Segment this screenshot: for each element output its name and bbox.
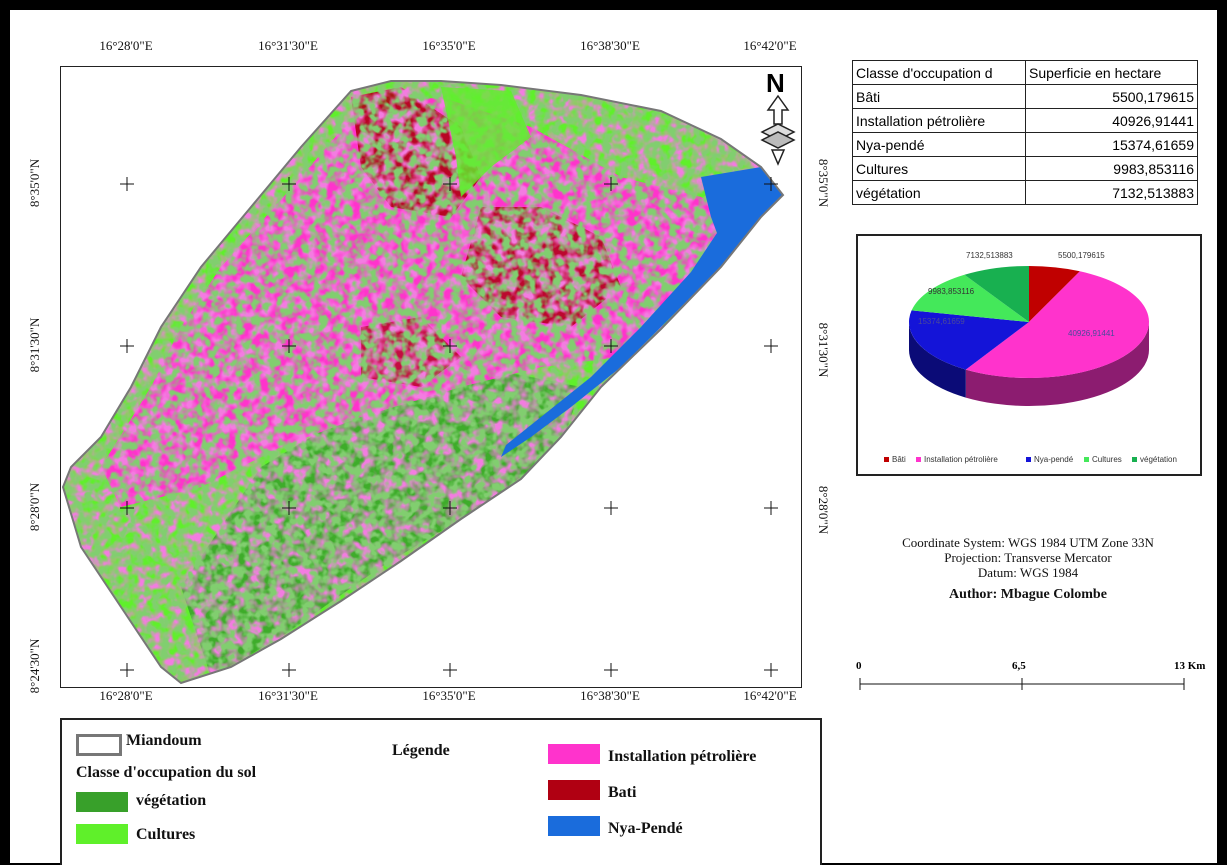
area-table: Classe d'occupation d Superficie en hect… xyxy=(852,60,1198,205)
top-coord-label-1: 16°28'0"E xyxy=(99,38,153,53)
table-cell-area: 9983,853116 xyxy=(1025,156,1198,181)
table-row: végétation 7132,513883 xyxy=(852,180,1198,205)
legend-vegetation-label: végétation xyxy=(136,792,207,809)
pie-data-label: 7132,513883 xyxy=(966,251,1013,260)
table-cell-area: 5500,179615 xyxy=(1025,84,1198,109)
pie-slice-cultures xyxy=(911,274,1029,322)
pie-slice-v-g-tation xyxy=(964,266,1029,322)
bottom-coord-label-3: 16°35'0"E xyxy=(422,688,476,703)
table-header-class: Classe d'occupation d xyxy=(852,60,1026,85)
legend-title: Légende xyxy=(392,742,450,759)
table-cell-class: Bâti xyxy=(852,84,1026,109)
table-cell-class: Nya-pendé xyxy=(852,132,1026,157)
legend-swatch-bati xyxy=(548,780,600,800)
nya-pende-wide xyxy=(701,167,783,257)
table-row: Installation pétrolière 40926,91441 xyxy=(852,108,1198,133)
left-coord-label-2: 8°31'30"N xyxy=(27,317,42,373)
legend-cultures-label: Cultures xyxy=(136,826,196,843)
pie-legend-label: Bâti xyxy=(892,455,906,464)
top-coord-label-2: 16°31'30"E xyxy=(258,38,318,53)
crs-line: Coordinate System: WGS 1984 UTM Zone 33N xyxy=(902,535,1154,550)
pie-legend-label: végétation xyxy=(1140,455,1177,464)
pie-chart: 5500,179615 40926,91441 15374,61659 9983,85… xyxy=(909,251,1149,406)
right-coord-label-3: 8°28'0"N xyxy=(816,485,831,535)
pie-data-label: 40926,91441 xyxy=(1068,329,1115,338)
pie-legend-label: Cultures xyxy=(1092,455,1122,464)
top-coord-label-4: 16°38'30"E xyxy=(580,38,640,53)
north-letter: N xyxy=(766,68,785,98)
table-cell-area: 15374,61659 xyxy=(1025,132,1198,157)
green-texture xyxy=(63,81,783,683)
pie-slice-side xyxy=(909,322,966,398)
pie-slice-nya-pend- xyxy=(909,310,1029,370)
pie-legend-label: Nya-pendé xyxy=(1034,455,1074,464)
miandoum-boundary xyxy=(61,80,785,685)
legend-bati-label: Bati xyxy=(608,784,637,801)
pie-chart-box: 5500,179615 40926,91441 15374,61659 9983,85… xyxy=(856,234,1202,476)
scale-label-mid: 6,5 xyxy=(1012,660,1026,672)
graticule-crosses xyxy=(120,177,778,677)
legend-boundary-label: Miandoum xyxy=(126,732,202,749)
datum-line: Datum: WGS 1984 xyxy=(977,565,1079,580)
projection-line: Projection: Transverse Mercator xyxy=(944,550,1112,565)
legend-swatch-installation xyxy=(548,744,600,764)
map-frame[interactable] xyxy=(60,66,802,688)
scale-label-end: 13 Km xyxy=(1174,660,1206,672)
scale-bar-line xyxy=(859,678,1185,690)
pie-legend-label: Installation pétrolière xyxy=(924,455,998,464)
pie-legend-installation: Installation pétrolière xyxy=(916,455,998,464)
legend-swatch-cultures xyxy=(76,824,128,844)
scale-label-0: 0 xyxy=(856,660,862,672)
bottom-coord-label-5: 16°42'0"E xyxy=(743,688,797,703)
top-coord-label-5: 16°42'0"E xyxy=(743,38,797,53)
bottom-coord-label-1: 16°28'0"E xyxy=(99,688,153,703)
crs-info: Coordinate System: WGS 1984 UTM Zone 33N… xyxy=(856,535,1200,602)
pie-legend-bati: Bâti xyxy=(884,455,906,464)
pie-slice-installation-p-troli-re xyxy=(965,271,1149,378)
table-row: Cultures 9983,853116 xyxy=(852,156,1198,181)
pie-slice-b-ti xyxy=(1029,266,1080,322)
legend-swatch-vegetation xyxy=(76,792,128,812)
right-coord-label-1: 8°35'0"N xyxy=(816,158,831,208)
pie-data-label: 9983,853116 xyxy=(928,287,975,296)
pie-legend-cultures: Cultures xyxy=(1084,455,1122,464)
table-cell-area: 40926,91441 xyxy=(1025,108,1198,133)
pie-legend-vegetation: végétation xyxy=(1132,455,1177,464)
table-header-area: Superficie en hectare xyxy=(1025,60,1198,85)
pie-legend-nya: Nya-pendé xyxy=(1026,455,1073,464)
table-cell-class: Cultures xyxy=(852,156,1026,181)
land-cover-map[interactable] xyxy=(61,67,801,687)
pie-data-label: 15374,61659 xyxy=(918,317,965,326)
table-row: Bâti 5500,179615 xyxy=(852,84,1198,109)
map-legend: Miandoum Légende Classe d'occupation du … xyxy=(60,718,822,865)
author-line: Author: Mbague Colombe xyxy=(949,587,1107,602)
legend-swatch-nya xyxy=(548,816,600,836)
table-header-row: Classe d'occupation d Superficie en hect… xyxy=(852,60,1198,85)
top-coord-label-3: 16°35'0"E xyxy=(422,38,476,53)
legend-class-heading: Classe d'occupation du sol xyxy=(76,764,257,781)
table-row: Nya-pendé 15374,61659 xyxy=(852,132,1198,157)
left-coord-label-1: 8°35'0"N xyxy=(27,158,42,208)
table-cell-class: Installation pétrolière xyxy=(852,108,1026,133)
pie-data-label: 5500,179615 xyxy=(1058,251,1105,260)
legend-installation-label: Installation pétrolière xyxy=(608,748,757,765)
table-cell-class: végétation xyxy=(852,180,1026,205)
table-cell-area: 7132,513883 xyxy=(1025,180,1198,205)
bottom-coord-label-2: 16°31'30"E xyxy=(258,688,318,703)
north-arrow: N xyxy=(758,68,798,168)
cultures-northeast xyxy=(441,87,531,197)
scale-bar: 0 6,5 13 Km xyxy=(856,660,1216,700)
right-coord-label-2: 8°31'30"N xyxy=(816,322,831,378)
map-layout-page: 16°28'0"E 16°31'30"E 16°35'0"E 16°38'30"… xyxy=(10,10,1217,865)
north-arrow-icon xyxy=(760,94,796,166)
bottom-coord-label-4: 16°38'30"E xyxy=(580,688,640,703)
left-coord-label-3: 8°28'0"N xyxy=(27,482,42,532)
legend-nya-label: Nya-Pendé xyxy=(608,820,683,837)
legend-swatch-boundary xyxy=(76,734,122,756)
left-coord-label-4: 8°24'30"N xyxy=(27,638,42,694)
pie-slice-side xyxy=(965,322,1149,406)
